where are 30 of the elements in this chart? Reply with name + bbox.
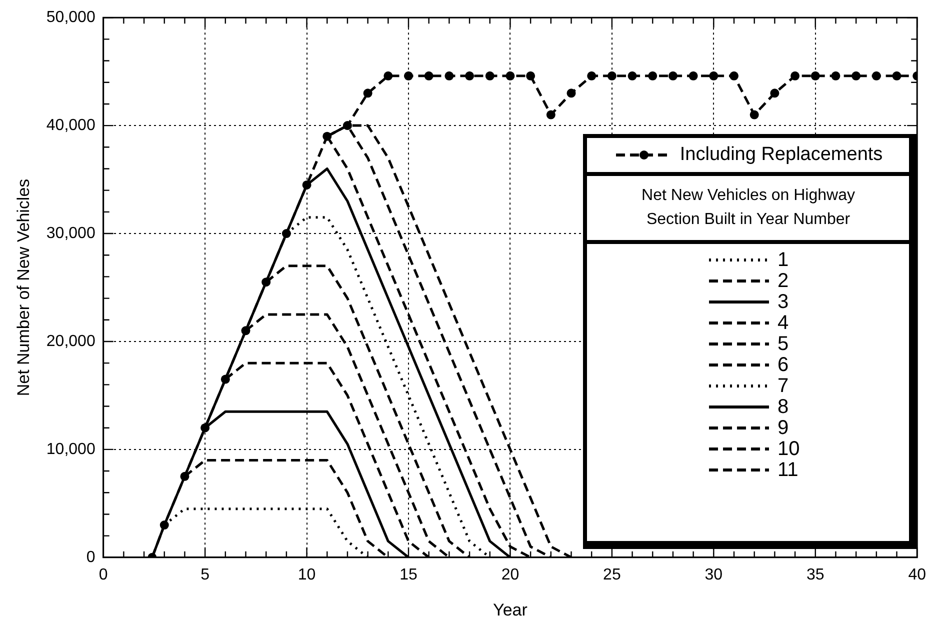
legend-label: 11 [777,458,798,482]
legend-label: 6 [777,354,789,377]
legend-label: 9 [777,416,789,440]
x-tick-label: 10 [298,566,316,584]
legend-label: Including Replacements [680,144,883,166]
y-tick-label: 10,000 [46,440,96,458]
y-tick-label: 40,000 [46,116,96,134]
legend-label: 7 [777,374,789,398]
y-tick-label: 20,000 [46,332,96,350]
y-tick-label: 30,000 [46,224,96,242]
y-tick-label: 0 [86,548,96,566]
legend-label: 2 [777,270,789,293]
legend-label: 8 [777,396,789,419]
legend-label: 10 [777,438,800,461]
x-tick-label: 20 [501,566,520,584]
legend-label: 3 [777,290,789,314]
legend-title: Net New Vehicles on Highway Section Built in Year Number [640,186,856,230]
legend-label: 1 [777,248,789,272]
y-axis-title: Net Number of New Vehicles [14,178,33,396]
legend-label: 5 [777,332,789,356]
x-tick-label: 30 [704,566,723,584]
legend-label: 4 [777,312,789,335]
x-tick-label: 35 [806,566,824,584]
x-tick-label: 0 [98,566,108,584]
x-tick-label: 25 [603,566,621,584]
x-tick-label: 40 [908,566,926,584]
x-tick-label: 15 [400,566,418,584]
y-tick-label: 50,000 [46,9,96,26]
x-axis-title: Year [493,600,528,620]
x-tick-label: 5 [200,566,210,584]
